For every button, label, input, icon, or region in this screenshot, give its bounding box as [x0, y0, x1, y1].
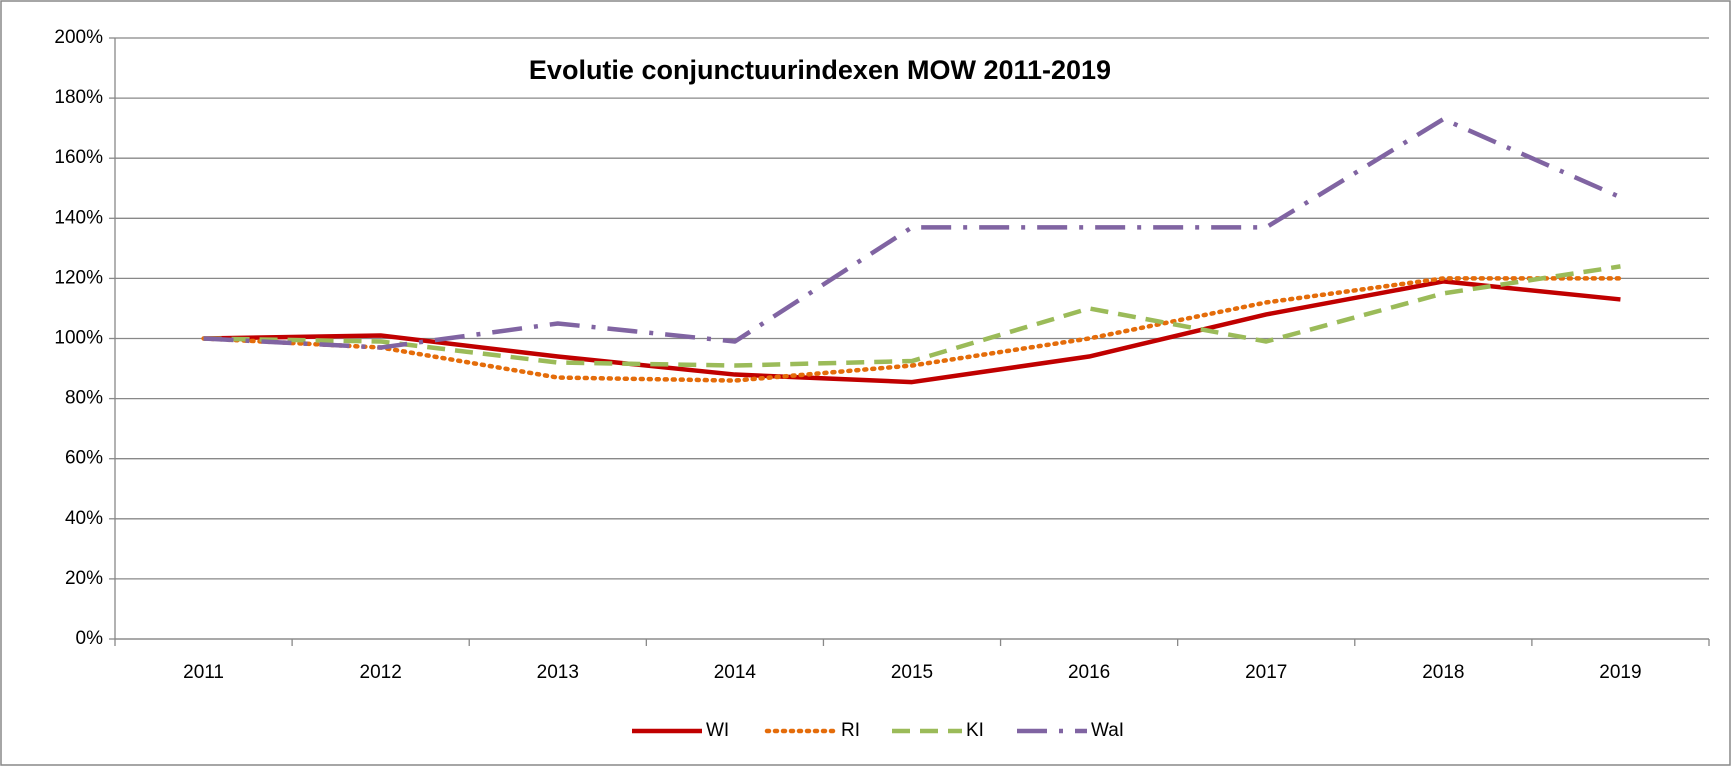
x-tick-label: 2012 [360, 662, 402, 683]
x-tick-label: 2015 [891, 662, 933, 683]
x-tick-label: 2016 [1068, 662, 1110, 683]
chart-title: Evolutie conjunctuurindexen MOW 2011-201… [529, 55, 1111, 85]
y-tick-label: 160% [54, 147, 103, 168]
y-tick-label: 0% [76, 628, 104, 649]
y-tick-label: 200% [54, 27, 103, 48]
y-tick-label: 60% [65, 448, 103, 469]
legend-label: WaI [1091, 720, 1124, 741]
x-tick-label: 2014 [714, 662, 757, 683]
y-tick-label: 140% [54, 207, 103, 228]
x-tick-label: 2013 [537, 662, 579, 683]
y-tick-label: 100% [54, 328, 103, 349]
x-tick-label: 2019 [1599, 662, 1641, 683]
y-tick-label: 120% [54, 267, 103, 288]
x-tick-label: 2018 [1422, 662, 1464, 683]
y-tick-label: 80% [65, 388, 103, 409]
x-tick-label: 2017 [1245, 662, 1287, 683]
y-tick-label: 20% [65, 568, 103, 589]
series-line [201, 276, 1623, 383]
series-line [203, 264, 1621, 368]
legend-label: KI [966, 720, 984, 741]
x-tick-label: 2011 [183, 662, 224, 683]
series-line [203, 116, 1622, 350]
legend-label: WI [706, 720, 729, 741]
legend-label: RI [841, 720, 860, 741]
series-line [203, 279, 1621, 385]
y-tick-label: 180% [54, 87, 103, 108]
y-tick-label: 40% [65, 508, 103, 529]
